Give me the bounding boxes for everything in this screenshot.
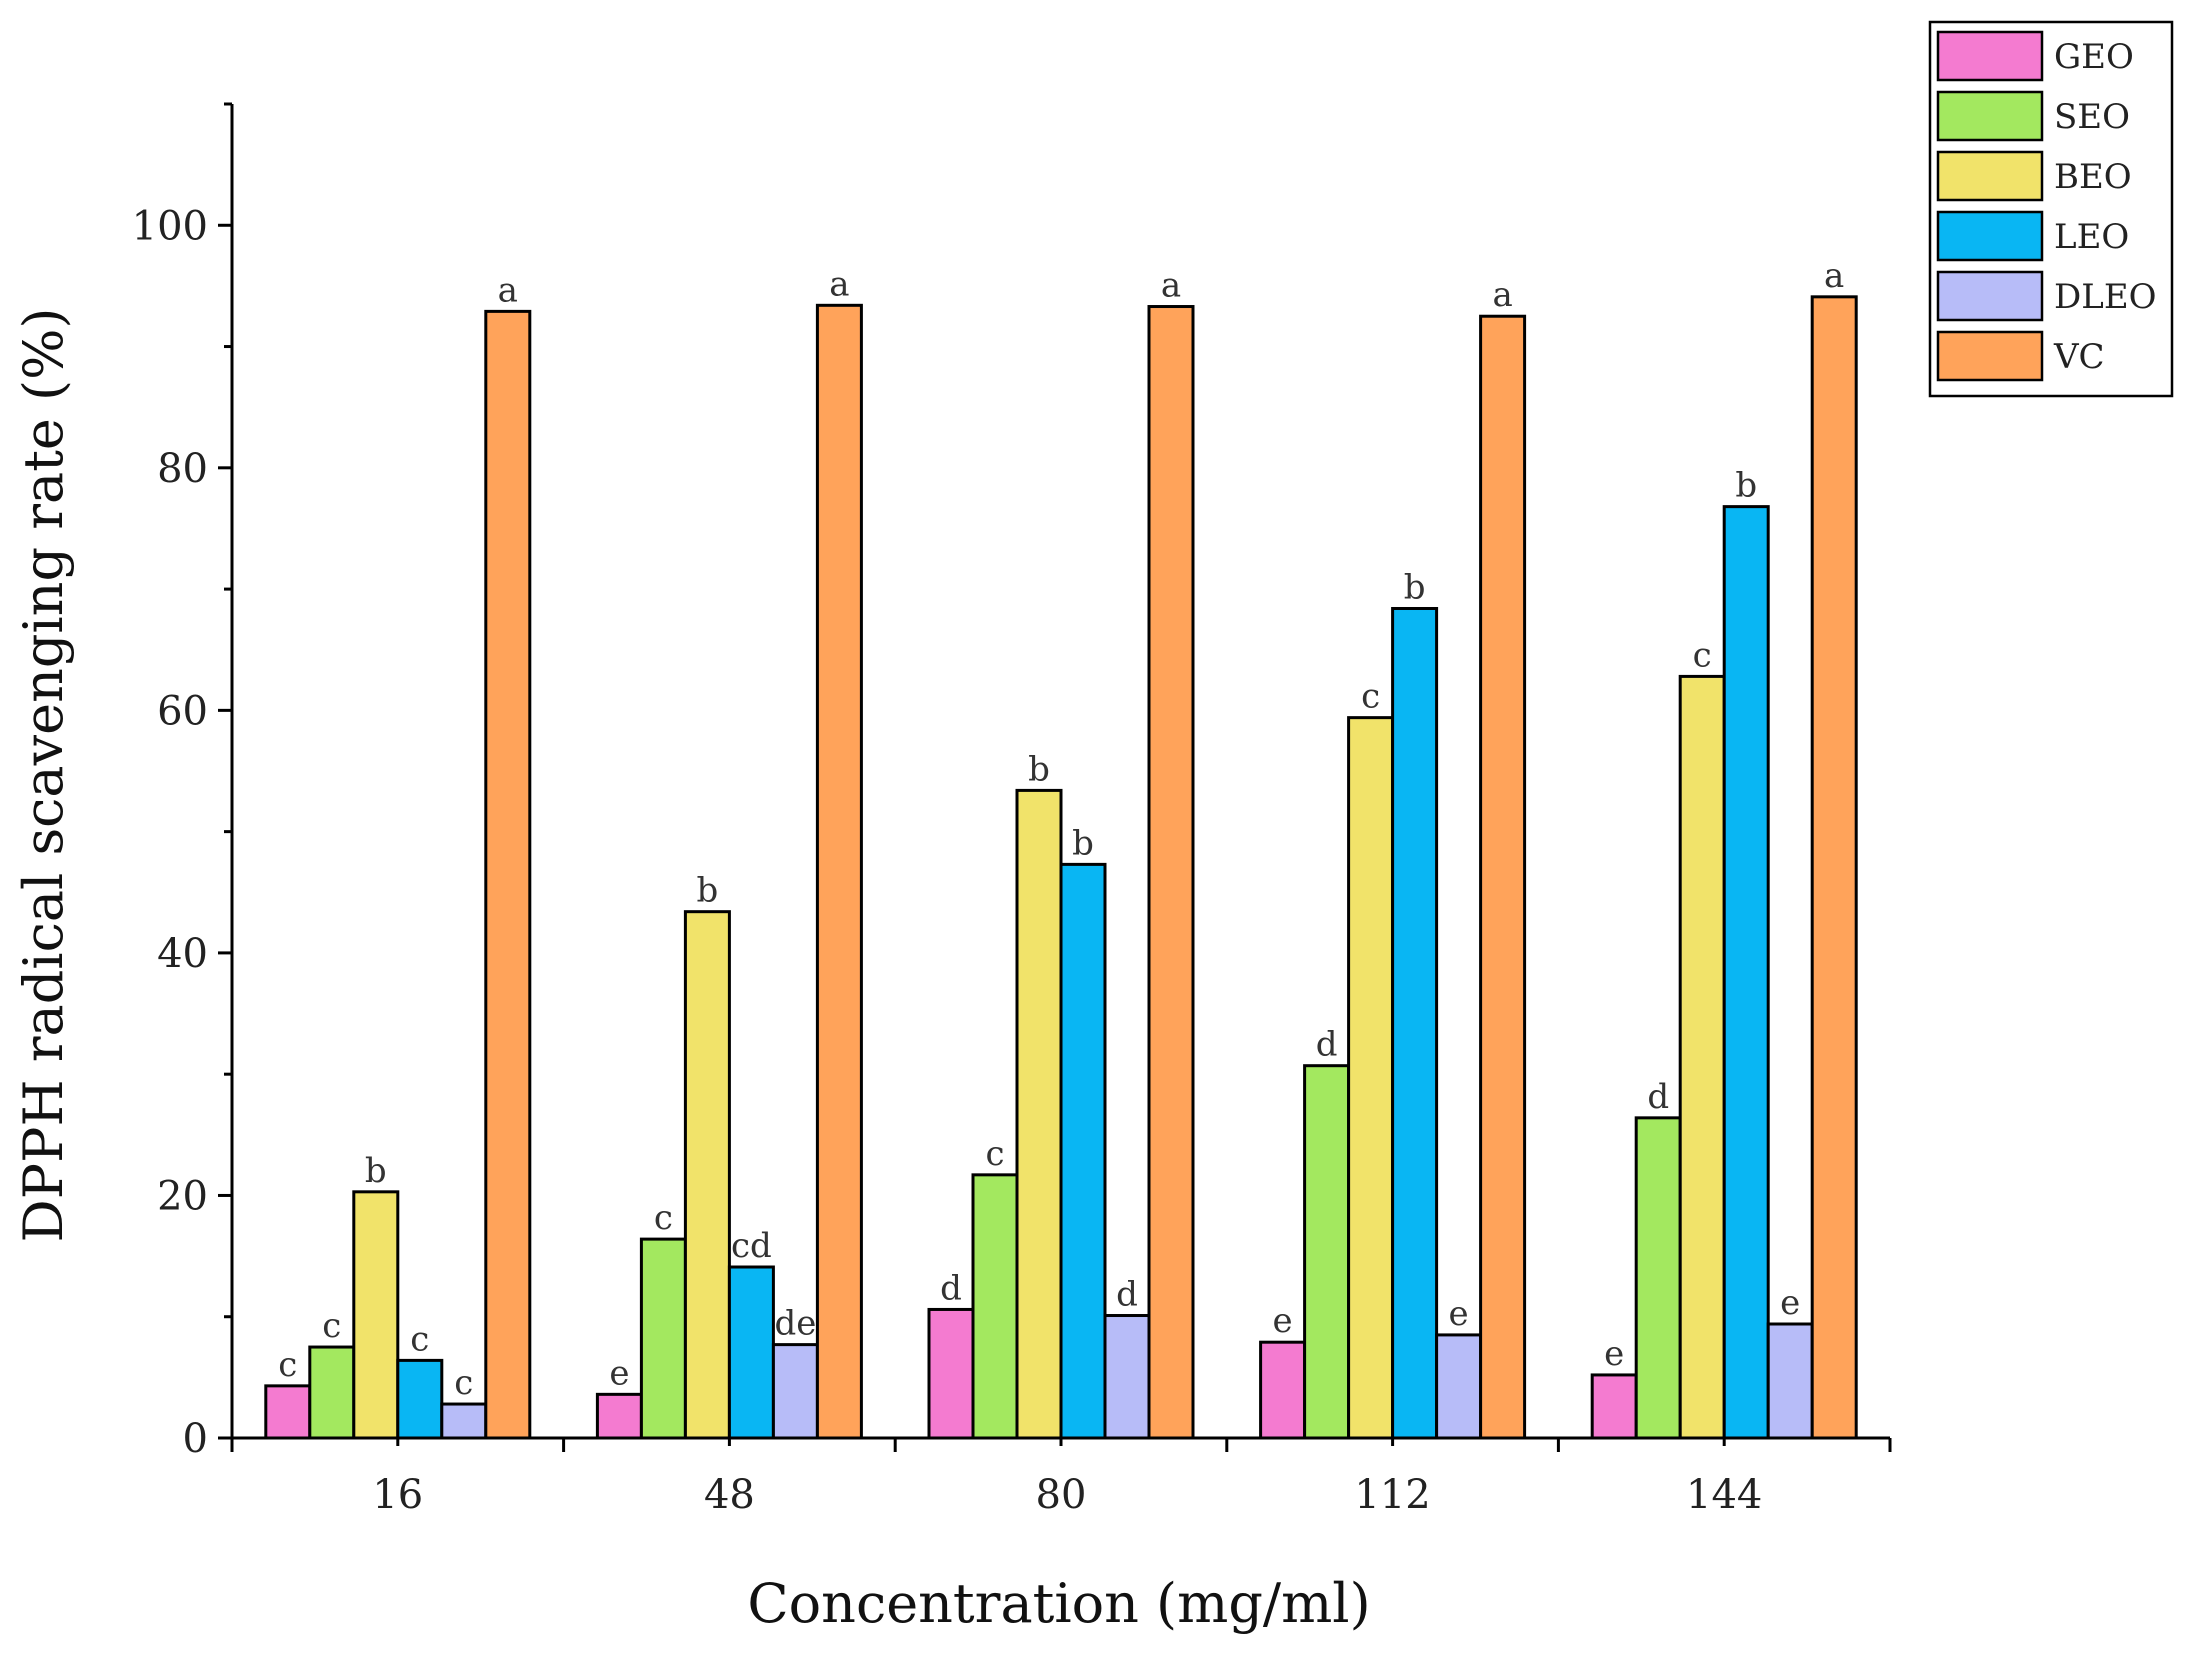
sig-label-seo-16: c bbox=[322, 1306, 341, 1346]
bar-vc-16 bbox=[484, 309, 532, 1440]
sig-label-seo-144: d bbox=[1647, 1077, 1669, 1117]
bar-beo-16 bbox=[352, 1190, 400, 1440]
sig-label-seo-80: c bbox=[985, 1134, 1004, 1174]
sig-label-geo-48: e bbox=[609, 1353, 629, 1393]
sig-label-vc-16: a bbox=[498, 270, 518, 310]
bar-dleo-48 bbox=[771, 1343, 819, 1440]
sig-label-geo-80: d bbox=[940, 1268, 962, 1308]
sig-label-dleo-48: de bbox=[774, 1304, 816, 1344]
sig-label-beo-80: b bbox=[1028, 749, 1050, 789]
y-tick-label: 0 bbox=[183, 1416, 208, 1462]
sig-label-leo-48: cd bbox=[731, 1226, 772, 1266]
legend-label-dleo: DLEO bbox=[2054, 277, 2157, 317]
bar-geo-48 bbox=[595, 1392, 643, 1440]
sig-label-vc-48: a bbox=[829, 264, 849, 304]
y-axis-title: DPPH radical scavenging rate (%) bbox=[12, 308, 75, 1243]
legend-label-geo: GEO bbox=[2054, 37, 2134, 77]
legend-label-vc: VC bbox=[2053, 337, 2105, 377]
x-tick-label: 48 bbox=[704, 1472, 755, 1518]
sig-label-geo-144: e bbox=[1604, 1334, 1624, 1374]
legend-label-seo: SEO bbox=[2054, 97, 2130, 137]
sig-label-vc-80: a bbox=[1161, 266, 1181, 306]
bar-leo-48 bbox=[727, 1265, 775, 1440]
bar-geo-112 bbox=[1259, 1340, 1307, 1440]
bar-beo-112 bbox=[1347, 716, 1395, 1440]
bar-dleo-144 bbox=[1766, 1322, 1814, 1440]
bar-dleo-112 bbox=[1435, 1333, 1483, 1440]
bar-seo-112 bbox=[1303, 1064, 1351, 1440]
bar-vc-144 bbox=[1810, 295, 1858, 1440]
legend-swatch-beo bbox=[1936, 150, 2044, 202]
sig-label-seo-112: d bbox=[1316, 1025, 1338, 1065]
sig-label-geo-112: e bbox=[1273, 1301, 1293, 1341]
sig-label-vc-112: a bbox=[1492, 275, 1512, 315]
legend-label-leo: LEO bbox=[2054, 217, 2129, 257]
sig-label-geo-16: c bbox=[278, 1345, 297, 1385]
bar-geo-16 bbox=[264, 1384, 312, 1440]
bar-leo-112 bbox=[1391, 606, 1439, 1440]
y-tick-label: 20 bbox=[157, 1173, 208, 1219]
legend-label-beo: BEO bbox=[2054, 157, 2132, 197]
legend-swatch-leo bbox=[1936, 210, 2044, 262]
bar-beo-80 bbox=[1015, 788, 1063, 1440]
sig-label-beo-48: b bbox=[697, 871, 719, 911]
bar-dleo-80 bbox=[1103, 1314, 1151, 1440]
bar-seo-16 bbox=[308, 1345, 356, 1440]
bar-leo-16 bbox=[396, 1358, 444, 1440]
bar-beo-48 bbox=[683, 910, 731, 1440]
bar-dleo-16 bbox=[440, 1402, 488, 1440]
sig-label-dleo-80: d bbox=[1116, 1275, 1138, 1315]
sig-label-dleo-112: e bbox=[1449, 1294, 1469, 1334]
bar-geo-144 bbox=[1590, 1373, 1638, 1440]
sig-label-beo-112: c bbox=[1361, 677, 1380, 717]
bar-leo-144 bbox=[1722, 505, 1770, 1440]
bar-vc-112 bbox=[1479, 314, 1527, 1440]
sig-label-leo-16: c bbox=[410, 1319, 429, 1359]
bar-vc-80 bbox=[1147, 305, 1195, 1440]
y-tick-label: 100 bbox=[132, 203, 208, 249]
x-tick-label: 80 bbox=[1036, 1472, 1087, 1518]
bar-beo-144 bbox=[1678, 674, 1726, 1440]
legend-swatch-vc bbox=[1936, 330, 2044, 382]
y-tick-label: 80 bbox=[157, 446, 208, 492]
sig-label-leo-80: b bbox=[1072, 823, 1094, 863]
sig-label-leo-144: b bbox=[1735, 466, 1757, 506]
bar-seo-48 bbox=[639, 1237, 687, 1440]
legend-swatch-geo bbox=[1936, 30, 2044, 82]
y-tick-label: 60 bbox=[157, 688, 208, 734]
sig-label-leo-112: b bbox=[1404, 567, 1426, 607]
bars bbox=[264, 295, 1858, 1440]
legend: GEO SEO BEO LEO DLEO VC bbox=[1928, 20, 2174, 398]
x-axis-title: Concentration (mg/ml) bbox=[747, 1572, 1370, 1635]
x-tick-label: 112 bbox=[1354, 1472, 1430, 1518]
bar-leo-80 bbox=[1059, 862, 1107, 1440]
sig-label-vc-144: a bbox=[1824, 256, 1844, 296]
bar-seo-144 bbox=[1634, 1116, 1682, 1440]
bar-seo-80 bbox=[971, 1173, 1019, 1440]
sig-label-dleo-16: c bbox=[454, 1363, 473, 1403]
bar-geo-80 bbox=[927, 1307, 975, 1440]
legend-swatch-seo bbox=[1936, 90, 2044, 142]
sig-label-beo-16: b bbox=[365, 1151, 387, 1191]
sig-label-seo-48: c bbox=[654, 1198, 673, 1238]
legend-swatch-dleo bbox=[1936, 270, 2044, 322]
sig-label-dleo-144: e bbox=[1780, 1283, 1800, 1323]
x-tick-label: 144 bbox=[1686, 1472, 1762, 1518]
y-tick-label: 40 bbox=[157, 931, 208, 977]
bar-vc-48 bbox=[815, 303, 863, 1440]
sig-label-beo-144: c bbox=[1693, 635, 1712, 675]
x-tick-label: 16 bbox=[372, 1472, 423, 1518]
